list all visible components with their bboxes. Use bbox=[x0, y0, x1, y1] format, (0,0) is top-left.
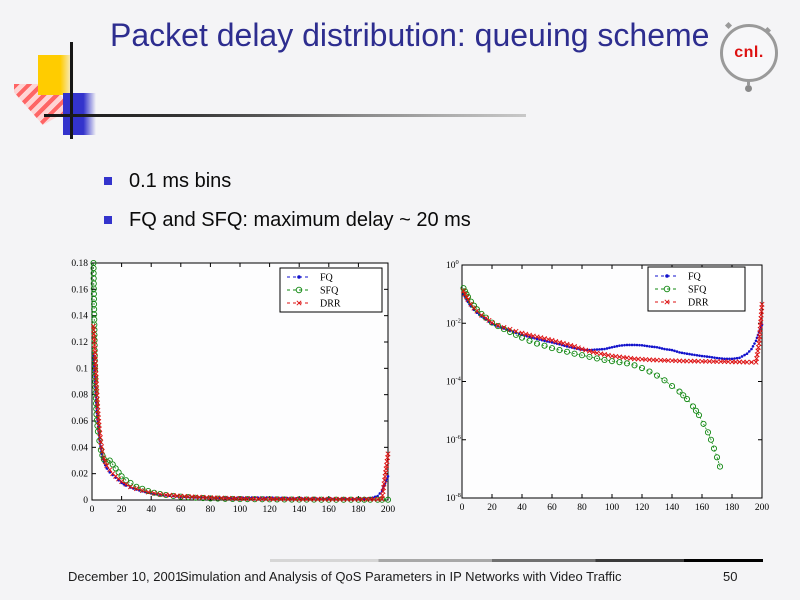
bullet-item: 0.1 ms bins bbox=[104, 168, 724, 194]
svg-text:100: 100 bbox=[233, 505, 248, 515]
svg-text:100: 100 bbox=[446, 259, 459, 271]
svg-text:80: 80 bbox=[206, 505, 216, 515]
svg-text:160: 160 bbox=[322, 505, 337, 515]
svg-text:80: 80 bbox=[577, 503, 587, 513]
delay-distribution-log-chart: 0 20 40 60 80 100 120 140 160 180 200 100 10-2 10-4 10… bbox=[420, 250, 772, 520]
logo-stem-icon bbox=[747, 80, 750, 85]
svg-text:20: 20 bbox=[117, 505, 127, 515]
svg-text:180: 180 bbox=[725, 503, 740, 513]
svg-text:160: 160 bbox=[695, 503, 710, 513]
footer-page-number: 50 bbox=[723, 569, 738, 584]
svg-text:0.14: 0.14 bbox=[71, 312, 88, 322]
bullet-text: 0.1 ms bins bbox=[129, 170, 232, 192]
chart-canvas-right: 0 20 40 60 80 100 120 140 160 180 200 100 10-2 10-4 10… bbox=[446, 259, 770, 513]
svg-text:0.08: 0.08 bbox=[71, 391, 88, 401]
svg-text:SFQ: SFQ bbox=[320, 286, 339, 297]
bullet-square-icon bbox=[104, 177, 112, 185]
svg-text:SFQ: SFQ bbox=[688, 285, 707, 296]
svg-text:60: 60 bbox=[547, 503, 557, 513]
svg-text:10-6: 10-6 bbox=[446, 434, 462, 446]
logo-nub-icon bbox=[724, 21, 733, 30]
svg-text:0.06: 0.06 bbox=[71, 417, 88, 427]
series-SFQ bbox=[460, 285, 724, 470]
svg-text:10-4: 10-4 bbox=[446, 376, 462, 388]
logo-text: cnl. bbox=[734, 44, 764, 61]
svg-text:200: 200 bbox=[755, 503, 770, 513]
svg-text:0: 0 bbox=[83, 496, 88, 506]
logo-circle-icon: cnl. bbox=[720, 24, 778, 82]
svg-text:DRR: DRR bbox=[320, 299, 341, 310]
svg-text:120: 120 bbox=[635, 503, 650, 513]
svg-text:120: 120 bbox=[262, 505, 277, 515]
svg-text:0.18: 0.18 bbox=[71, 259, 88, 269]
bullet-item: FQ and SFQ: maximum delay ~ 20 ms bbox=[104, 207, 724, 233]
footer-title: Simulation and Analysis of QoS Parameter… bbox=[180, 569, 622, 584]
footer-date: December 10, 2001 bbox=[68, 569, 183, 584]
svg-text:140: 140 bbox=[292, 505, 307, 515]
svg-text:100: 100 bbox=[605, 503, 620, 513]
svg-text:20: 20 bbox=[487, 503, 497, 513]
svg-text:180: 180 bbox=[351, 505, 366, 515]
series-DRR bbox=[460, 288, 765, 365]
bullet-list: 0.1 ms bins FQ and SFQ: maximum delay ~ … bbox=[104, 168, 724, 246]
footer-divider bbox=[270, 559, 763, 562]
svg-text:0.12: 0.12 bbox=[71, 338, 88, 348]
svg-text:40: 40 bbox=[146, 505, 156, 515]
chart-canvas-left: 0 20 40 60 80 100 120 140 160 180 200 0 0.02 0.04 0.06… bbox=[71, 259, 396, 515]
svg-text:DRR: DRR bbox=[688, 298, 709, 309]
svg-text:FQ: FQ bbox=[688, 272, 702, 283]
svg-text:140: 140 bbox=[665, 503, 680, 513]
series-DRR bbox=[90, 323, 391, 502]
svg-text:40: 40 bbox=[517, 503, 527, 513]
svg-text:0: 0 bbox=[90, 505, 95, 515]
title-divider bbox=[44, 114, 526, 117]
svg-text:60: 60 bbox=[176, 505, 186, 515]
yellow-square-decoration bbox=[38, 55, 74, 95]
bullet-square-icon bbox=[104, 216, 112, 224]
bullet-text: FQ and SFQ: maximum delay ~ 20 ms bbox=[129, 209, 471, 231]
svg-text:0: 0 bbox=[460, 503, 465, 513]
cnl-logo: cnl. bbox=[718, 21, 780, 94]
svg-text:0.02: 0.02 bbox=[71, 470, 88, 480]
svg-text:FQ: FQ bbox=[320, 273, 334, 284]
svg-text:0.1: 0.1 bbox=[76, 364, 88, 374]
delay-distribution-linear-chart: 0 20 40 60 80 100 120 140 160 180 200 0 0.02 0.04 0.06… bbox=[48, 250, 400, 520]
logo-dot-icon bbox=[745, 85, 752, 92]
svg-text:0.04: 0.04 bbox=[71, 443, 88, 453]
svg-text:0.16: 0.16 bbox=[71, 285, 88, 295]
slide-title: Packet delay distribution: queuing schem… bbox=[110, 17, 710, 53]
svg-text:10-8: 10-8 bbox=[446, 492, 461, 504]
svg-text:200: 200 bbox=[381, 505, 396, 515]
vertical-line-decoration bbox=[70, 42, 73, 139]
svg-text:10-2: 10-2 bbox=[446, 317, 461, 329]
